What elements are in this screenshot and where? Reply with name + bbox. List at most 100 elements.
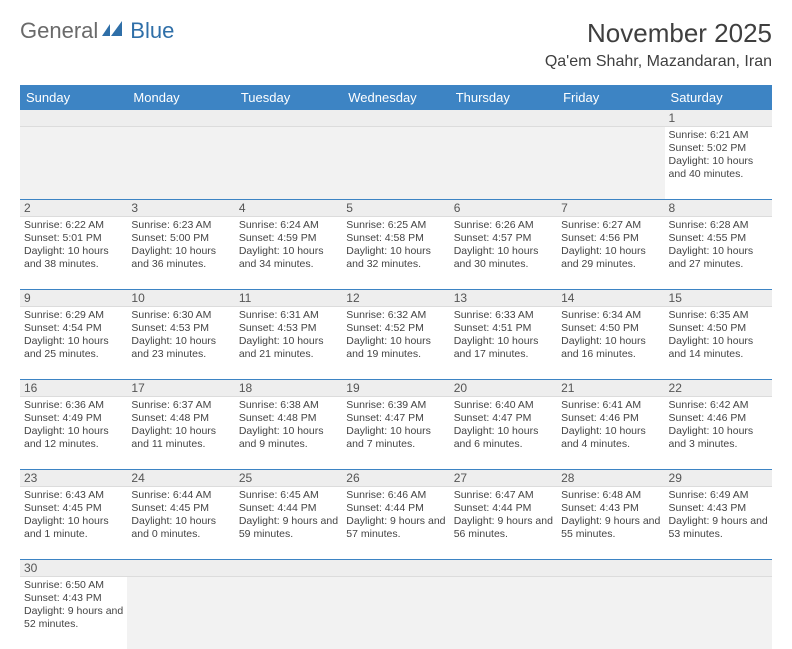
day-number: 8	[665, 200, 772, 216]
day-number	[557, 110, 664, 126]
daylight-line: Daylight: 10 hours and 32 minutes.	[346, 245, 445, 271]
sunrise-line: Sunrise: 6:47 AM	[454, 489, 553, 502]
week-row: Sunrise: 6:50 AMSunset: 4:43 PMDaylight:…	[20, 577, 772, 649]
calendar-cell: Sunrise: 6:26 AMSunset: 4:57 PMDaylight:…	[450, 217, 557, 289]
day-number: 10	[127, 290, 234, 306]
sunset-line: Sunset: 4:47 PM	[346, 412, 445, 425]
sunset-line: Sunset: 4:45 PM	[131, 502, 230, 515]
daylight-line: Daylight: 10 hours and 4 minutes.	[561, 425, 660, 451]
daylight-line: Daylight: 10 hours and 16 minutes.	[561, 335, 660, 361]
sunset-line: Sunset: 4:52 PM	[346, 322, 445, 335]
day-number: 11	[235, 290, 342, 306]
day-header: Friday	[557, 85, 664, 110]
daylight-line: Daylight: 9 hours and 53 minutes.	[669, 515, 768, 541]
day-number: 17	[127, 380, 234, 396]
day-number: 26	[342, 470, 449, 486]
calendar-cell: Sunrise: 6:39 AMSunset: 4:47 PMDaylight:…	[342, 397, 449, 469]
sunrise-line: Sunrise: 6:49 AM	[669, 489, 768, 502]
calendar-cell: Sunrise: 6:35 AMSunset: 4:50 PMDaylight:…	[665, 307, 772, 379]
sunset-line: Sunset: 4:50 PM	[561, 322, 660, 335]
calendar-cell: Sunrise: 6:49 AMSunset: 4:43 PMDaylight:…	[665, 487, 772, 559]
daylight-line: Daylight: 10 hours and 21 minutes.	[239, 335, 338, 361]
brand-part2: Blue	[130, 18, 174, 44]
sunset-line: Sunset: 4:47 PM	[454, 412, 553, 425]
calendar-cell: Sunrise: 6:33 AMSunset: 4:51 PMDaylight:…	[450, 307, 557, 379]
week-row: Sunrise: 6:21 AMSunset: 5:02 PMDaylight:…	[20, 127, 772, 200]
day-number: 5	[342, 200, 449, 216]
day-number	[450, 560, 557, 576]
day-number-row: 9101112131415	[20, 290, 772, 307]
day-number	[665, 560, 772, 576]
sunset-line: Sunset: 4:43 PM	[24, 592, 123, 605]
day-number: 27	[450, 470, 557, 486]
calendar-cell	[557, 577, 664, 649]
daylight-line: Daylight: 10 hours and 30 minutes.	[454, 245, 553, 271]
sunrise-line: Sunrise: 6:29 AM	[24, 309, 123, 322]
sunset-line: Sunset: 4:43 PM	[669, 502, 768, 515]
day-header: Saturday	[665, 85, 772, 110]
sunrise-line: Sunrise: 6:30 AM	[131, 309, 230, 322]
day-number: 24	[127, 470, 234, 486]
calendar-cell: Sunrise: 6:46 AMSunset: 4:44 PMDaylight:…	[342, 487, 449, 559]
calendar-cell: Sunrise: 6:23 AMSunset: 5:00 PMDaylight:…	[127, 217, 234, 289]
day-number: 30	[20, 560, 127, 576]
day-number	[127, 110, 234, 126]
calendar-cell: Sunrise: 6:21 AMSunset: 5:02 PMDaylight:…	[665, 127, 772, 199]
day-number	[127, 560, 234, 576]
sunrise-line: Sunrise: 6:46 AM	[346, 489, 445, 502]
day-number: 22	[665, 380, 772, 396]
day-number	[450, 110, 557, 126]
daylight-line: Daylight: 10 hours and 7 minutes.	[346, 425, 445, 451]
brand-part1: General	[20, 18, 98, 44]
sunset-line: Sunset: 4:44 PM	[239, 502, 338, 515]
day-number: 15	[665, 290, 772, 306]
day-header: Tuesday	[235, 85, 342, 110]
calendar-cell: Sunrise: 6:25 AMSunset: 4:58 PMDaylight:…	[342, 217, 449, 289]
sunset-line: Sunset: 4:54 PM	[24, 322, 123, 335]
day-number-row: 1	[20, 110, 772, 127]
calendar-cell: Sunrise: 6:30 AMSunset: 4:53 PMDaylight:…	[127, 307, 234, 379]
calendar-cell: Sunrise: 6:48 AMSunset: 4:43 PMDaylight:…	[557, 487, 664, 559]
sunset-line: Sunset: 4:46 PM	[561, 412, 660, 425]
week-row: Sunrise: 6:22 AMSunset: 5:01 PMDaylight:…	[20, 217, 772, 290]
sunrise-line: Sunrise: 6:41 AM	[561, 399, 660, 412]
daylight-line: Daylight: 10 hours and 1 minute.	[24, 515, 123, 541]
calendar-cell	[450, 577, 557, 649]
calendar-cell: Sunrise: 6:47 AMSunset: 4:44 PMDaylight:…	[450, 487, 557, 559]
daylight-line: Daylight: 10 hours and 40 minutes.	[669, 155, 768, 181]
sunset-line: Sunset: 4:43 PM	[561, 502, 660, 515]
sunset-line: Sunset: 4:48 PM	[239, 412, 338, 425]
sunset-line: Sunset: 4:46 PM	[669, 412, 768, 425]
brand-logo: General Blue	[20, 18, 174, 44]
day-number: 2	[20, 200, 127, 216]
daylight-line: Daylight: 9 hours and 59 minutes.	[239, 515, 338, 541]
day-number: 9	[20, 290, 127, 306]
day-number: 3	[127, 200, 234, 216]
sunset-line: Sunset: 4:53 PM	[131, 322, 230, 335]
flag-icon	[102, 18, 128, 44]
day-number-row: 23242526272829	[20, 470, 772, 487]
calendar-cell	[450, 127, 557, 199]
day-number	[235, 110, 342, 126]
sunrise-line: Sunrise: 6:38 AM	[239, 399, 338, 412]
sunset-line: Sunset: 4:51 PM	[454, 322, 553, 335]
calendar-cell: Sunrise: 6:43 AMSunset: 4:45 PMDaylight:…	[20, 487, 127, 559]
day-number: 29	[665, 470, 772, 486]
sunset-line: Sunset: 5:01 PM	[24, 232, 123, 245]
calendar-cell: Sunrise: 6:32 AMSunset: 4:52 PMDaylight:…	[342, 307, 449, 379]
day-number	[342, 560, 449, 576]
day-header: Sunday	[20, 85, 127, 110]
day-number-row: 16171819202122	[20, 380, 772, 397]
sunset-line: Sunset: 4:59 PM	[239, 232, 338, 245]
sunset-line: Sunset: 4:49 PM	[24, 412, 123, 425]
calendar-cell: Sunrise: 6:29 AMSunset: 4:54 PMDaylight:…	[20, 307, 127, 379]
calendar-cell: Sunrise: 6:45 AMSunset: 4:44 PMDaylight:…	[235, 487, 342, 559]
calendar-cell: Sunrise: 6:34 AMSunset: 4:50 PMDaylight:…	[557, 307, 664, 379]
calendar-cell: Sunrise: 6:31 AMSunset: 4:53 PMDaylight:…	[235, 307, 342, 379]
day-number: 6	[450, 200, 557, 216]
calendar-cell: Sunrise: 6:24 AMSunset: 4:59 PMDaylight:…	[235, 217, 342, 289]
sunrise-line: Sunrise: 6:25 AM	[346, 219, 445, 232]
day-number	[342, 110, 449, 126]
daylight-line: Daylight: 10 hours and 11 minutes.	[131, 425, 230, 451]
day-number: 14	[557, 290, 664, 306]
